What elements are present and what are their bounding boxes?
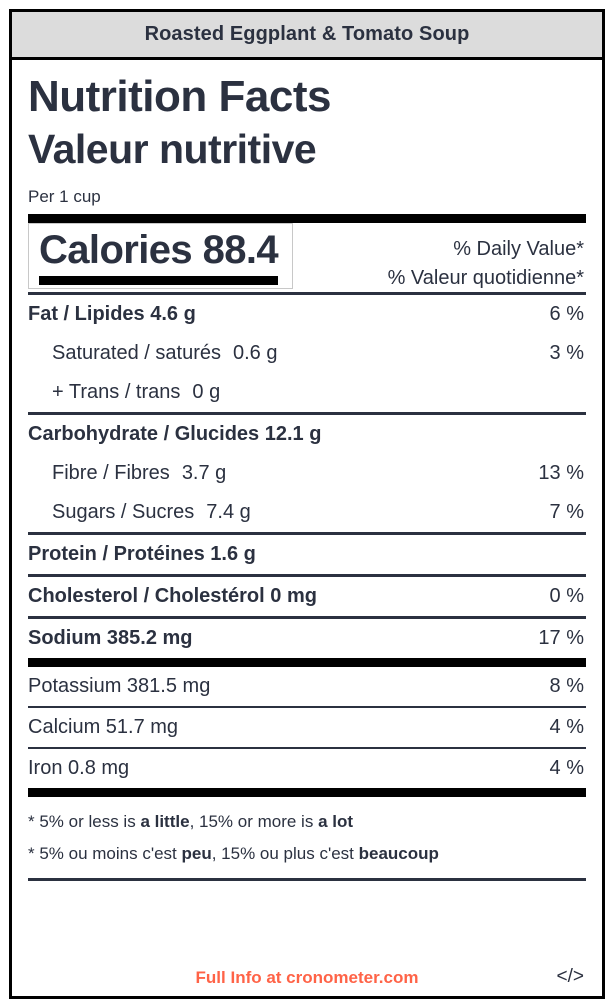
nutrient-amount: 0 g bbox=[192, 381, 221, 404]
nutrient-name: Iron 0.8 mg bbox=[28, 757, 130, 780]
nutrient-daily-value: 3 % bbox=[549, 342, 584, 365]
calories-section: Calories 88.4 % Daily Value* % Valeur qu… bbox=[28, 223, 586, 292]
nutrition-facts-label: Roasted Eggplant & Tomato Soup Nutrition… bbox=[9, 9, 605, 999]
daily-value-header: % Daily Value* % Valeur quotidienne* bbox=[388, 223, 586, 292]
nutrient-name: Sodium 385.2 mg bbox=[28, 627, 193, 650]
nutrient-daily-value: 17 % bbox=[538, 627, 584, 650]
nutrient-divider bbox=[28, 412, 586, 416]
nutrient-row: Iron 0.8 mg 4 % bbox=[28, 749, 586, 788]
nutrient-row: Saturated / saturés 0.6 g 3 % bbox=[28, 334, 586, 373]
nutrient-name: Saturated / saturés bbox=[52, 342, 221, 365]
nutrient-row: Cholesterol / Cholestérol 0 mg 0 % bbox=[28, 577, 586, 616]
recipe-header-bar: Roasted Eggplant & Tomato Soup bbox=[12, 12, 602, 60]
nutrient-row: Potassium 381.5 mg 8 % bbox=[28, 667, 586, 706]
footer-bar: Full Info at cronometer.com </> bbox=[28, 958, 586, 996]
nutrient-daily-value: 4 % bbox=[549, 716, 584, 739]
nutrient-name: Protein / Protéines 1.6 g bbox=[28, 543, 256, 566]
nutrient-divider bbox=[28, 788, 586, 798]
nutrient-row: Sugars / Sucres 7.4 g 7 % bbox=[28, 493, 586, 532]
nutrient-row: Fat / Lipides 4.6 g 6 % bbox=[28, 295, 586, 334]
nutrient-daily-value: 8 % bbox=[549, 675, 584, 698]
daily-value-header-en: % Daily Value* bbox=[453, 238, 584, 261]
nutrient-daily-value: 13 % bbox=[538, 462, 584, 485]
divider-above-footer bbox=[28, 878, 586, 882]
nutrient-daily-value: 4 % bbox=[549, 757, 584, 780]
footnotes: * 5% or less is a little, 15% or more is… bbox=[28, 797, 586, 878]
cronometer-link[interactable]: Full Info at cronometer.com bbox=[195, 968, 419, 987]
nutrient-divider bbox=[28, 532, 586, 536]
nutrient-row: Carbohydrate / Glucides 12.1 g bbox=[28, 415, 586, 454]
daily-value-header-fr: % Valeur quotidienne* bbox=[387, 266, 584, 289]
nutrient-divider bbox=[28, 574, 586, 578]
nutrient-name: Potassium 381.5 mg bbox=[28, 675, 211, 698]
calories-underbar bbox=[39, 276, 279, 286]
nutrient-daily-value: 7 % bbox=[549, 501, 584, 524]
nutrient-row: Sodium 385.2 mg 17 % bbox=[28, 619, 586, 658]
nutrient-daily-value: 0 % bbox=[549, 585, 584, 608]
label-body: Nutrition Facts Valeur nutritive Per 1 c… bbox=[12, 60, 602, 996]
nutrient-name: Sugars / Sucres bbox=[52, 501, 195, 524]
nutrient-row: Calcium 51.7 mg 4 % bbox=[28, 708, 586, 747]
nutrient-row: Fibre / Fibres 3.7 g 13 % bbox=[28, 454, 586, 493]
recipe-title: Roasted Eggplant & Tomato Soup bbox=[144, 23, 470, 45]
footnote-fr: * 5% ou moins c'est peu, 15% ou plus c'e… bbox=[28, 843, 439, 863]
nutrient-divider bbox=[28, 616, 586, 620]
nutrient-name: Calcium 51.7 mg bbox=[28, 716, 179, 739]
nutrient-daily-value: 6 % bbox=[549, 303, 584, 326]
nutrient-divider bbox=[28, 706, 586, 709]
nutrient-divider bbox=[28, 658, 586, 668]
nutrient-divider bbox=[28, 747, 586, 750]
nutrient-name: Fat / Lipides 4.6 g bbox=[28, 303, 196, 326]
nutrient-list: Fat / Lipides 4.6 g 6 % Saturated / saturé… bbox=[28, 295, 586, 798]
calories-value: Calories 88.4 bbox=[39, 228, 279, 273]
page-title-fr: Valeur nutritive bbox=[28, 126, 317, 173]
nutrient-amount: 3.7 g bbox=[181, 462, 227, 485]
nutrient-name: + Trans / trans bbox=[52, 381, 181, 404]
footnote-en: * 5% or less is a little, 15% or more is… bbox=[28, 812, 354, 832]
divider-below-calories bbox=[28, 292, 586, 296]
nutrient-name: Fibre / Fibres bbox=[52, 462, 170, 485]
nutrient-amount: 7.4 g bbox=[206, 501, 251, 524]
divider-above-calories bbox=[28, 214, 586, 224]
nutrient-row: + Trans / trans 0 g bbox=[28, 373, 586, 412]
nutrient-amount: 0.6 g bbox=[232, 342, 278, 365]
page-title-en: Nutrition Facts bbox=[28, 72, 331, 121]
calories-box: Calories 88.4 bbox=[28, 223, 294, 290]
nutrient-name: Carbohydrate / Glucides 12.1 g bbox=[28, 423, 322, 446]
code-icon[interactable]: </> bbox=[556, 966, 584, 987]
nutrient-row: Protein / Protéines 1.6 g bbox=[28, 535, 586, 574]
serving-size: Per 1 cup bbox=[28, 187, 101, 207]
nutrient-name: Cholesterol / Cholestérol 0 mg bbox=[28, 585, 317, 608]
